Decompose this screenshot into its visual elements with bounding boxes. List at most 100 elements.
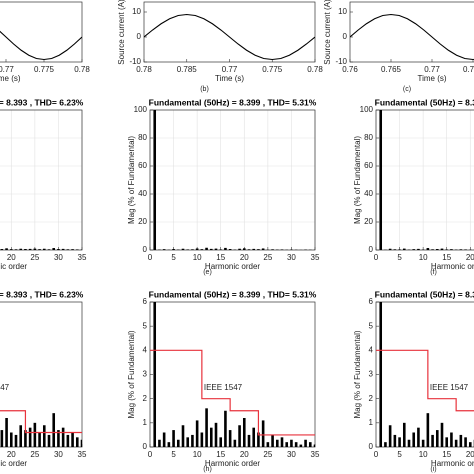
plot-area bbox=[379, 110, 474, 250]
harmonic-bar bbox=[172, 249, 175, 250]
harmonic-bar bbox=[75, 249, 79, 250]
x-tick-label: 0.775 bbox=[34, 65, 55, 74]
x-axis-label: Harmonic order bbox=[431, 459, 474, 468]
harmonic-bar bbox=[47, 434, 51, 447]
harmonic-bar bbox=[459, 249, 463, 250]
x-tick-label: 30 bbox=[287, 450, 296, 459]
harmonic-bar bbox=[167, 442, 171, 447]
y-tick-label: 80 bbox=[138, 133, 147, 142]
harmonic-bar bbox=[66, 249, 70, 250]
plot-frame bbox=[149, 301, 316, 448]
y-tick-label: 1 bbox=[369, 418, 374, 427]
plot-frame bbox=[0, 109, 83, 251]
harmonic-bar bbox=[0, 249, 4, 250]
harmonic-bar bbox=[464, 249, 467, 250]
x-axis-label: Time (s) bbox=[215, 74, 244, 83]
harmonic-bar bbox=[233, 439, 237, 447]
harmonic-bar bbox=[200, 249, 204, 250]
harmonic-bar bbox=[393, 434, 397, 447]
harmonic-bar bbox=[191, 434, 194, 447]
y-tick-label: 1 bbox=[143, 418, 148, 427]
harmonic-bar bbox=[14, 434, 18, 447]
harmonic-bar bbox=[52, 248, 56, 250]
y-tick-label: 4 bbox=[143, 345, 148, 354]
harmonic-bar bbox=[33, 422, 37, 447]
y-tick-label: 0 bbox=[137, 32, 142, 41]
y-tick-label: 10 bbox=[132, 7, 141, 16]
x-axis-label: Harmonic order bbox=[431, 262, 474, 271]
panel-title: Fundamental (50Hz) = 8.399 , THD= 5.31% bbox=[149, 289, 317, 299]
ieee-limit-line bbox=[0, 410, 82, 434]
harmonic-bar bbox=[384, 442, 387, 447]
harmonic-bar bbox=[398, 249, 401, 250]
x-axis-label: Time (s) bbox=[417, 74, 446, 83]
x-tick-label: 0.775 bbox=[463, 65, 474, 74]
x-tick-label: 10 bbox=[419, 253, 428, 262]
x-tick-label: 30 bbox=[54, 450, 63, 459]
harmonic-bar bbox=[393, 249, 397, 250]
harmonic-bar bbox=[0, 430, 4, 447]
harmonic-bar bbox=[464, 437, 467, 447]
current-waveform bbox=[144, 13, 315, 61]
x-tick-label: 35 bbox=[78, 253, 87, 262]
x-tick-label: 25 bbox=[263, 253, 272, 262]
panel-title: Fundamental (50Hz) = 8.399 , THD= 5.31% bbox=[149, 97, 317, 107]
x-tick-label: 25 bbox=[30, 253, 39, 262]
x-tick-label: 15 bbox=[442, 253, 451, 262]
panel-caption: (e) bbox=[203, 269, 212, 276]
harmonic-bar bbox=[24, 430, 27, 447]
current-waveform bbox=[0, 30, 82, 61]
harmonic-bar bbox=[224, 410, 227, 447]
x-tick-label: 20 bbox=[466, 253, 474, 262]
harmonic-bar bbox=[294, 442, 298, 447]
x-tick-label: 15 bbox=[216, 450, 225, 459]
plot-area bbox=[150, 302, 315, 447]
x-tick-label: 0 bbox=[148, 253, 153, 262]
harmonic-bar bbox=[214, 248, 218, 250]
panel-caption: (c) bbox=[403, 86, 411, 93]
harmonic-bar bbox=[219, 437, 223, 447]
harmonic-bar bbox=[5, 248, 8, 250]
y-tick-label: 5 bbox=[369, 321, 374, 330]
harmonic-bar bbox=[308, 442, 312, 447]
harmonic-bar bbox=[257, 432, 260, 447]
y-tick-label: 0 bbox=[343, 32, 348, 41]
harmonic-bar bbox=[271, 434, 274, 447]
harmonic-bar bbox=[417, 248, 420, 250]
y-tick-label: 60 bbox=[138, 161, 147, 170]
x-tick-label: 20 bbox=[7, 253, 16, 262]
current-waveform bbox=[350, 13, 474, 61]
plot-frame bbox=[149, 109, 316, 251]
harmonic-bar bbox=[313, 444, 315, 447]
harmonic-bar bbox=[80, 439, 82, 447]
harmonic-bar bbox=[266, 442, 270, 447]
x-tick-label: 5 bbox=[397, 253, 402, 262]
y-tick-label: 6 bbox=[369, 297, 374, 306]
harmonic-bar bbox=[247, 434, 251, 447]
x-tick-label: 0.77 bbox=[222, 65, 238, 74]
harmonic-bar bbox=[57, 249, 60, 250]
harmonic-bar bbox=[224, 247, 227, 250]
panel-caption: (f) bbox=[430, 269, 437, 276]
harmonic-bar bbox=[435, 430, 439, 447]
x-tick-label: 0.78 bbox=[307, 65, 323, 74]
y-tick-label: 4 bbox=[369, 345, 374, 354]
plot-area bbox=[144, 13, 315, 61]
x-tick-label: 20 bbox=[466, 450, 474, 459]
harmonic-bar bbox=[66, 434, 70, 447]
x-tick-label: 20 bbox=[240, 253, 249, 262]
harmonic-bar bbox=[153, 302, 157, 447]
panel-caption: (i) bbox=[430, 466, 436, 473]
x-tick-label: 0.77 bbox=[0, 65, 14, 74]
harmonic-bar bbox=[186, 437, 190, 447]
x-axis-label: Harmonic order bbox=[205, 262, 260, 271]
harmonic-bar bbox=[219, 249, 223, 250]
harmonic-bar bbox=[205, 247, 208, 250]
x-tick-label: 0.78 bbox=[74, 65, 90, 74]
panel-caption: (h) bbox=[203, 466, 212, 473]
